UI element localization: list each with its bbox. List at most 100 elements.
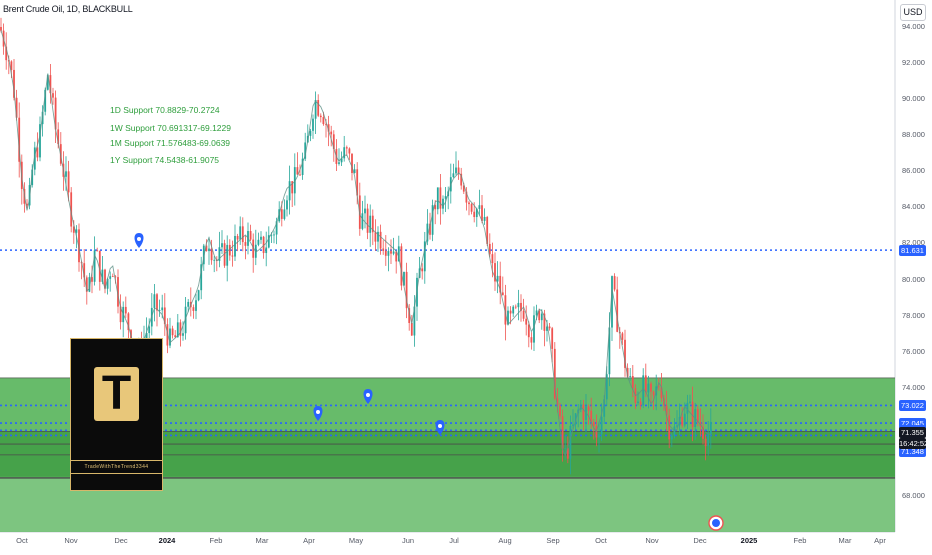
candle-body: [392, 251, 395, 254]
candle-body: [611, 276, 613, 328]
x-tick-label: Jun: [401, 536, 415, 545]
candle-body: [174, 335, 177, 338]
candle-body: [179, 322, 182, 336]
candle-body: [657, 386, 660, 388]
candle-body: [410, 323, 413, 336]
candle-body: [241, 226, 244, 243]
candle-body: [158, 310, 161, 311]
currency-button[interactable]: USD: [900, 4, 926, 21]
candle-body: [522, 310, 525, 319]
candle-body: [249, 231, 252, 240]
candle-body: [465, 191, 468, 203]
candle-body: [226, 244, 229, 266]
candle-body: [377, 231, 379, 242]
candle-body: [54, 97, 57, 130]
candle-body: [624, 339, 626, 368]
candle-body: [369, 215, 372, 233]
candle-body: [52, 93, 54, 98]
logo-divider: [71, 460, 162, 461]
candle-body: [114, 276, 117, 278]
candle-body: [36, 147, 39, 158]
candle-body: [127, 313, 130, 331]
candle-body: [145, 333, 148, 341]
candle-body: [182, 333, 184, 336]
candle-body: [475, 208, 478, 218]
price-label: 72.045: [899, 417, 926, 429]
watermark-logo: T TradeWithTheTrend3344: [70, 338, 163, 491]
price-label: 73.022: [899, 399, 926, 411]
candle-body: [296, 167, 299, 175]
candle-body: [481, 205, 483, 221]
candle-body: [0, 27, 2, 31]
candle-body: [361, 213, 364, 229]
candle-body: [499, 275, 502, 293]
candle-body: [387, 251, 390, 256]
candle-body: [436, 187, 439, 210]
candle-body: [267, 235, 270, 248]
candle-body: [345, 147, 348, 149]
candle-body: [33, 147, 36, 170]
candle-body: [566, 448, 569, 459]
candle-body: [439, 187, 442, 209]
candle-body: [13, 69, 15, 98]
candle-body: [325, 124, 327, 125]
candle-body: [148, 326, 151, 334]
x-tick-label: Dec: [693, 536, 707, 545]
y-tick-label: 90.000: [902, 94, 925, 104]
candle-body: [161, 307, 164, 311]
candle-body: [491, 254, 494, 264]
candle-body: [397, 246, 400, 262]
candle-body: [501, 292, 504, 296]
candle-body: [564, 448, 567, 450]
candle-body: [642, 375, 645, 406]
candle-body: [67, 171, 70, 193]
candle-body: [166, 324, 169, 346]
candle-body: [104, 269, 106, 289]
y-tick-label: 84.000: [902, 202, 925, 212]
y-tick-label: 92.000: [902, 58, 925, 68]
candle-body: [223, 243, 226, 266]
candle-body: [98, 250, 101, 282]
candle-body: [512, 306, 515, 314]
candle-body: [603, 399, 606, 417]
candle-body: [520, 302, 522, 311]
event-marker-dot: [438, 424, 442, 428]
candle-body: [650, 383, 652, 392]
candle-body: [18, 117, 21, 162]
candle-body: [665, 405, 668, 416]
candle-body: [434, 205, 437, 210]
x-tick-label: Mar: [838, 536, 852, 545]
candle-body: [548, 326, 551, 329]
candle-body: [221, 243, 223, 248]
candle-body: [257, 239, 260, 245]
candle-body: [462, 185, 465, 192]
candle-body: [171, 328, 174, 336]
candle-body: [273, 234, 275, 236]
logo-text: TradeWithTheTrend3344: [84, 464, 149, 470]
candle-body: [228, 244, 231, 256]
candle-body: [572, 424, 574, 426]
candle-body: [494, 263, 496, 282]
candle-body: [527, 324, 530, 338]
candle-body: [88, 277, 91, 292]
x-tick-label: Oct: [595, 536, 607, 545]
y-tick-label: 68.000: [902, 491, 925, 500]
candle-body: [109, 276, 112, 279]
y-tick-label: 88.000: [902, 130, 925, 140]
candle-body: [681, 416, 684, 426]
candle-body: [533, 315, 535, 343]
candle-body: [83, 263, 86, 278]
candle-body: [429, 223, 431, 235]
x-tick-label: Aug: [498, 536, 512, 545]
candle-body: [621, 333, 624, 340]
candle-body: [540, 313, 543, 321]
candle-body: [322, 117, 325, 125]
candle-body: [291, 181, 294, 194]
candle-body: [236, 235, 239, 240]
candle-body: [75, 229, 78, 233]
candle-body: [348, 148, 351, 154]
candle-body: [39, 124, 41, 158]
candle-body: [330, 131, 333, 135]
candle-body: [460, 173, 463, 186]
candle-body: [356, 169, 359, 196]
